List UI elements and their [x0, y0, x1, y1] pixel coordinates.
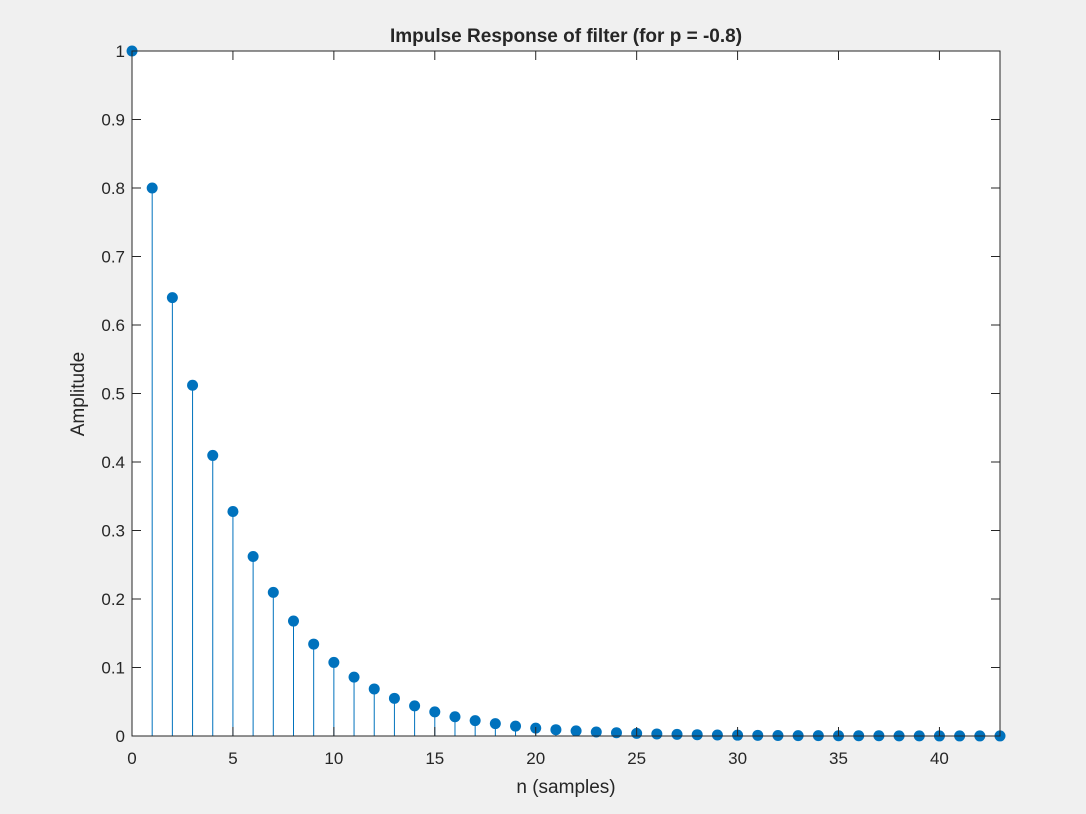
stem-marker — [348, 671, 360, 683]
y-tick-label: 0.1 — [101, 659, 125, 678]
x-tick-label: 0 — [127, 749, 136, 768]
x-axis-ticks: 0 5 10 15 20 25 30 35 40 — [127, 51, 949, 768]
stem-marker — [691, 729, 703, 741]
stem-marker — [368, 683, 380, 695]
y-tick-label: 0.8 — [101, 179, 125, 198]
y-tick-label: 0.5 — [101, 385, 125, 404]
y-axis-label: Amplitude — [68, 352, 89, 437]
y-tick-label: 0.2 — [101, 590, 125, 609]
stem-marker — [510, 720, 522, 732]
x-tick-label: 40 — [930, 749, 949, 768]
x-tick-label: 25 — [627, 749, 646, 768]
axes-background — [132, 51, 1000, 736]
y-tick-label: 0.6 — [101, 316, 125, 335]
x-tick-label: 30 — [728, 749, 747, 768]
y-tick-label: 0.7 — [101, 248, 125, 267]
stem-marker — [267, 586, 279, 598]
stem-marker — [570, 725, 582, 737]
x-tick-label: 15 — [425, 749, 444, 768]
stem-marker — [287, 615, 299, 627]
y-axis-ticks: 0 0.1 0.2 0.3 0.4 0.5 0.6 0.7 0.8 0.9 1 — [101, 42, 1000, 746]
stem-marker — [409, 700, 421, 712]
y-tick-label: 0.9 — [101, 111, 125, 130]
stem-marker — [489, 718, 501, 730]
x-tick-label: 5 — [228, 749, 237, 768]
y-tick-label: 1 — [116, 42, 125, 61]
stem-marker — [752, 729, 764, 741]
stem-marker — [207, 449, 219, 461]
stem-marker — [388, 692, 400, 704]
stem-marker — [146, 182, 158, 194]
stem-marker — [166, 292, 178, 304]
stem-marker — [227, 506, 239, 518]
stem-series — [126, 45, 1006, 742]
stem-marker — [187, 379, 199, 391]
stem-marker — [671, 728, 683, 740]
x-axis-label: n (samples) — [516, 777, 615, 798]
stem-marker — [610, 727, 622, 739]
y-tick-label: 0 — [116, 727, 125, 746]
stem-marker — [772, 729, 784, 741]
stem-marker — [449, 711, 461, 723]
stem-marker — [429, 706, 441, 718]
stem-marker — [711, 729, 723, 741]
y-tick-label: 0.4 — [101, 453, 125, 472]
stem-marker — [550, 724, 562, 736]
y-tick-label: 0.3 — [101, 522, 125, 541]
chart-title: Impulse Response of filter (for p = -0.8… — [390, 26, 742, 47]
stem-marker — [590, 726, 602, 738]
x-tick-label: 20 — [526, 749, 545, 768]
stem-marker — [247, 550, 259, 562]
stem-marker — [469, 715, 481, 727]
x-tick-label: 35 — [829, 749, 848, 768]
stem-marker — [651, 728, 663, 740]
stem-marker — [308, 638, 320, 650]
stem-marker — [328, 656, 340, 668]
x-tick-label: 10 — [324, 749, 343, 768]
